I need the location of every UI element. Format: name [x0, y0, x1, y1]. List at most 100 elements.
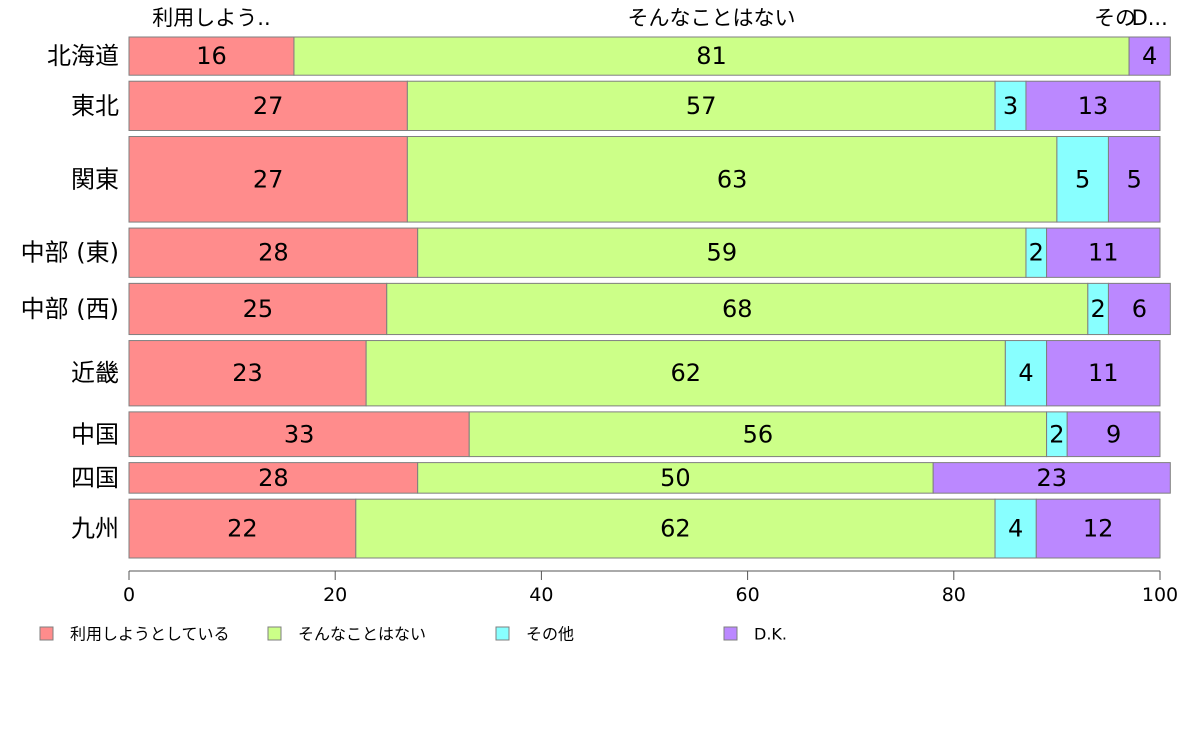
- bar-segment: [1056, 135, 1109, 223]
- data-label: 2: [1049, 420, 1064, 448]
- data-label: 6: [1132, 295, 1147, 323]
- top-series-labels: 利用しよう.. そんなことはない そのD...: [152, 6, 1167, 30]
- y-tick-label: 九州: [71, 515, 119, 543]
- bar-segment: [1128, 36, 1171, 76]
- data-label: 27: [253, 92, 284, 120]
- data-label: 23: [1036, 464, 1067, 492]
- legend-item: その他: [495, 625, 574, 644]
- bar-segment: [1046, 227, 1161, 278]
- legend-item: そんなことはない: [267, 625, 426, 644]
- bar-row: 22 62 4 12: [128, 498, 1161, 559]
- data-label: 2: [1029, 239, 1044, 267]
- legend-label: その他: [526, 625, 574, 644]
- x-tick-label: 40: [529, 584, 553, 606]
- legend-label: そんなことはない: [298, 625, 426, 644]
- data-label: 11: [1088, 359, 1119, 387]
- data-label: 4: [1008, 515, 1023, 543]
- bar-segment: [128, 80, 408, 131]
- x-tick-label: 60: [736, 584, 760, 606]
- legend-item: D.K.: [723, 625, 787, 644]
- legend-item: 利用しようとしている: [39, 625, 230, 644]
- data-label: 11: [1088, 239, 1119, 267]
- data-label: 50: [660, 464, 691, 492]
- data-label: 62: [660, 515, 691, 543]
- data-label: 28: [258, 239, 289, 267]
- bar-segment: [994, 80, 1027, 131]
- y-tick-label: 中部 (西): [21, 295, 119, 323]
- bar-segment: [128, 227, 419, 278]
- bar-segment: [293, 36, 1130, 76]
- bar-row: 33 56 2 9: [128, 411, 1161, 458]
- data-label: 81: [696, 42, 727, 70]
- y-tick-label: 四国: [71, 464, 119, 492]
- data-label: 23: [232, 359, 263, 387]
- data-label: 27: [253, 165, 284, 193]
- legend-swatch: [723, 626, 738, 641]
- bar-row: 23 62 4 11: [128, 340, 1161, 407]
- x-tick-label: 20: [323, 584, 347, 606]
- legend-label: 利用しようとしている: [70, 625, 230, 644]
- bar-segment: [128, 340, 367, 407]
- legend-swatch: [39, 626, 54, 641]
- data-label: 12: [1083, 515, 1114, 543]
- bar-segment: [932, 462, 1171, 494]
- data-label: 4: [1018, 359, 1033, 387]
- data-label: 5: [1075, 165, 1090, 193]
- bar-segment: [994, 498, 1037, 559]
- data-label: 5: [1127, 165, 1142, 193]
- data-label: 25: [243, 295, 274, 323]
- y-tick-label: 関東: [71, 165, 119, 193]
- bar-segment: [406, 135, 1058, 223]
- y-tick-label: 東北: [71, 92, 119, 120]
- legend-label: D.K.: [754, 625, 787, 644]
- data-label: 33: [284, 420, 315, 448]
- data-label: 59: [707, 239, 738, 267]
- top-series-label: その: [1094, 6, 1136, 30]
- bar-segment: [417, 462, 934, 494]
- bar-segment: [468, 411, 1048, 458]
- bar-segment: [128, 498, 357, 559]
- bar-segment: [128, 36, 295, 76]
- data-label: 28: [258, 464, 289, 492]
- data-label: 16: [196, 42, 227, 70]
- x-tick-label: 100: [1142, 584, 1178, 606]
- legend-swatch: [495, 626, 510, 641]
- x-tick-label: 0: [123, 584, 135, 606]
- data-label: 63: [717, 165, 748, 193]
- bar-segment: [128, 462, 419, 494]
- bar-row: 16 81 4: [128, 36, 1171, 76]
- bar-segment: [1035, 498, 1161, 559]
- bar-segment: [1107, 135, 1161, 223]
- bar-segment: [1025, 80, 1161, 131]
- data-label: 22: [227, 515, 258, 543]
- data-label: 57: [686, 92, 717, 120]
- y-tick-label: 近畿: [71, 359, 119, 387]
- bar-row: 27 63 5 5: [128, 135, 1161, 223]
- bar-segment: [128, 135, 408, 223]
- y-tick-label: 中国: [71, 420, 119, 448]
- legend: 利用しようとしている そんなことはない その他 D.K.: [39, 625, 787, 644]
- x-tick-label: 80: [942, 584, 966, 606]
- top-series-label: 利用しよう..: [152, 6, 270, 30]
- data-label: 62: [670, 359, 701, 387]
- bar-segment: [386, 282, 1089, 336]
- bar-row: 27 57 3 13: [128, 80, 1161, 131]
- bar-segment: [406, 80, 996, 131]
- x-axis: 0 20 40 60 80 100: [123, 570, 1178, 606]
- bar-segment: [128, 282, 388, 336]
- y-tick-label: 北海道: [47, 42, 119, 70]
- top-series-label: そんなことはない: [628, 6, 796, 30]
- data-label: 2: [1090, 295, 1105, 323]
- top-series-label: D...: [1132, 6, 1168, 30]
- data-label: 56: [743, 420, 774, 448]
- data-label: 13: [1078, 92, 1109, 120]
- bar-segment: [1066, 411, 1161, 458]
- data-label: 3: [1003, 92, 1018, 120]
- bar-row: 25 68 2 6: [128, 282, 1171, 336]
- bar-segment: [1107, 282, 1171, 336]
- bar-segment: [1046, 340, 1161, 407]
- data-label: 68: [722, 295, 753, 323]
